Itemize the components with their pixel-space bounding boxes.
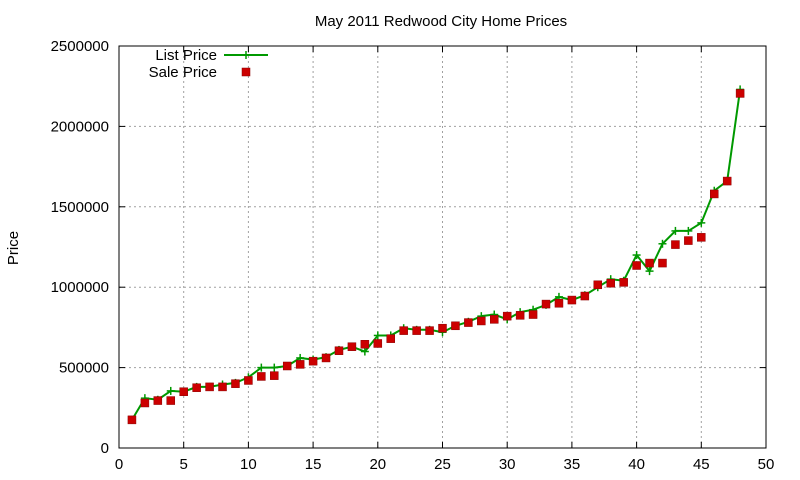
- series-layer: [127, 85, 745, 425]
- list-price-point: [645, 267, 654, 276]
- sale-price-point: [282, 361, 292, 371]
- sale-price-point: [386, 334, 395, 343]
- sale-price-point: [153, 396, 163, 405]
- sale-price-point: [554, 299, 564, 308]
- sale-price-point: [593, 280, 603, 290]
- sale-price-point: [722, 176, 732, 186]
- sale-price-point: [567, 295, 577, 305]
- list-price-point: [632, 251, 641, 260]
- x-tick-label: 15: [305, 456, 322, 473]
- y-tick-label: 500000: [59, 360, 109, 377]
- list-price-point: [166, 386, 175, 395]
- sale-price-point: [231, 379, 240, 388]
- grid-lines: [119, 46, 766, 448]
- axis-ticks: 0 500000 1000000 1500000 2000000 2500000 0 5 10 1…: [51, 38, 775, 473]
- legend-cross: [242, 51, 250, 59]
- sale-price-point: [735, 89, 745, 98]
- sale-price-point: [451, 321, 460, 331]
- list-price-point: [658, 239, 667, 248]
- sale-price-point: [515, 311, 525, 320]
- sale-price-point: [658, 258, 667, 268]
- sale-price-point: [671, 240, 680, 249]
- sale-price-point: [697, 233, 706, 242]
- y-tick-label: 2500000: [51, 38, 109, 55]
- sale-price-point: [244, 376, 253, 385]
- legend: List Price Sale Price: [149, 47, 268, 81]
- x-tick-label: 50: [758, 456, 775, 473]
- legend-symbol-sale-price: [241, 67, 251, 77]
- chart-title: May 2011 Redwood City Home Prices: [315, 13, 567, 30]
- legend-symbol-list-price: [224, 51, 268, 59]
- sale-price-point: [205, 382, 214, 392]
- sale-price-point: [347, 342, 357, 351]
- sale-price-point: [334, 346, 344, 355]
- x-tick-label: 30: [499, 456, 516, 473]
- list-price-point: [684, 226, 693, 235]
- y-axis-label: Price: [5, 231, 22, 265]
- sale-price-point: [166, 396, 176, 405]
- list-price-point: [270, 363, 279, 372]
- sale-price-point: [645, 258, 654, 268]
- sale-price-point: [709, 189, 719, 199]
- sale-price-point: [140, 398, 150, 408]
- y-tick-label: 1000000: [51, 279, 109, 296]
- sale-price-point: [399, 326, 408, 335]
- y-tick-label: 2000000: [51, 118, 109, 135]
- x-tick-label: 0: [115, 456, 123, 473]
- sale-price-point: [127, 415, 137, 425]
- sale-price-point: [606, 278, 615, 288]
- sale-price-point: [619, 278, 628, 287]
- sale-price-point: [218, 382, 227, 392]
- x-tick-label: 25: [434, 456, 451, 473]
- x-tick-label: 35: [564, 456, 581, 473]
- list-price-point: [360, 347, 369, 356]
- x-tick-label: 20: [369, 456, 386, 473]
- list-price-point: [697, 218, 706, 227]
- sale-price-point: [502, 311, 512, 321]
- sale-price-point: [373, 339, 383, 348]
- sale-price-point: [490, 315, 499, 324]
- sale-price-point: [541, 299, 551, 309]
- x-tick-label: 40: [628, 456, 645, 473]
- sale-price-point: [580, 291, 590, 301]
- x-tick-label: 5: [180, 456, 188, 473]
- sale-price-point: [179, 387, 188, 396]
- legend-square: [241, 67, 251, 77]
- list-price-point: [671, 226, 680, 235]
- sale-price-point: [321, 353, 331, 363]
- sale-price-point: [632, 261, 641, 270]
- sale-price-point: [528, 310, 538, 319]
- sale-price-point: [477, 316, 486, 326]
- sale-price-point: [438, 323, 447, 333]
- sale-price-point: [684, 236, 693, 245]
- sale-price-point: [192, 383, 201, 392]
- x-tick-label: 10: [240, 456, 257, 473]
- list-price-point: [257, 363, 266, 372]
- legend-label-list-price: List Price: [155, 47, 217, 64]
- sale-price-point: [360, 340, 370, 349]
- y-tick-label: 0: [101, 440, 109, 457]
- sale-price-point: [425, 326, 434, 335]
- sale-price-point: [464, 318, 473, 327]
- x-tick-label: 45: [693, 456, 710, 473]
- sale-price-point: [257, 372, 266, 381]
- sale-price-point: [308, 356, 318, 366]
- sale-price-point: [295, 360, 305, 369]
- sale-price-point: [412, 326, 421, 335]
- y-tick-label: 1500000: [51, 199, 109, 216]
- sale-price-point: [270, 371, 279, 380]
- list-price-point: [373, 331, 382, 340]
- plot-frame: [118, 45, 767, 449]
- legend-label-sale-price: Sale Price: [149, 64, 217, 81]
